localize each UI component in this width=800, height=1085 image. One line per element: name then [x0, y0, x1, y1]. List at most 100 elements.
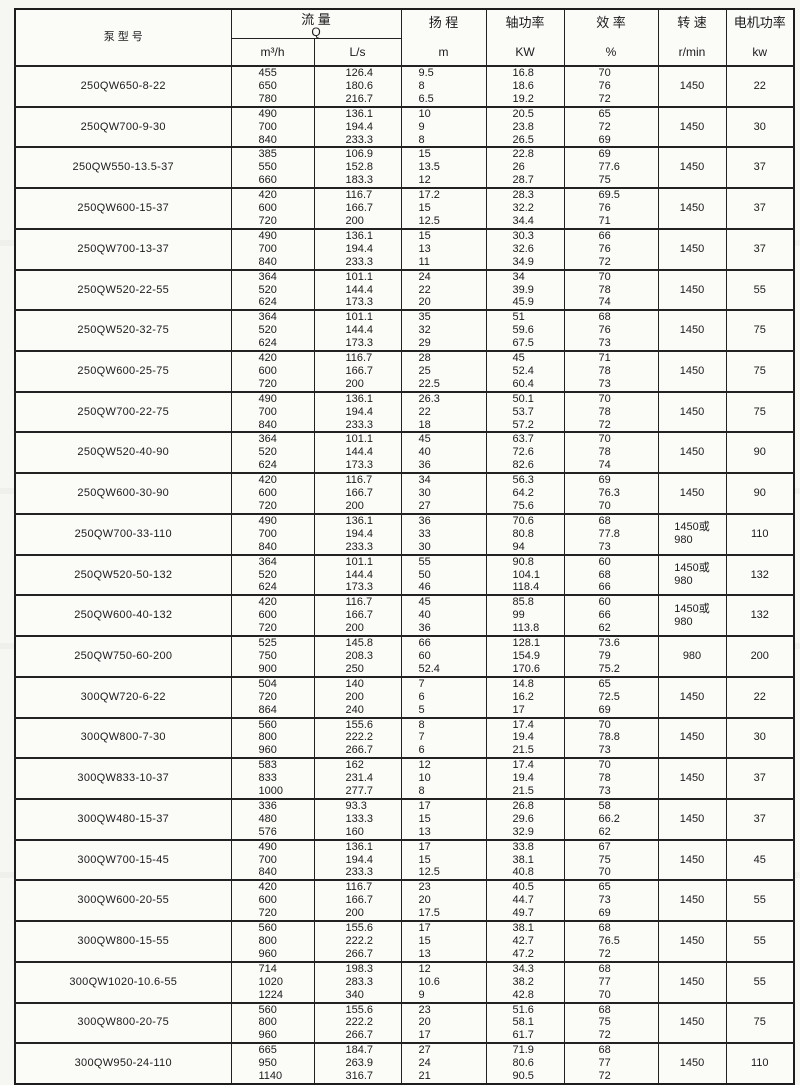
cell-head-m: 26.3 22 18: [400, 390, 487, 433]
table-row: 250QW520-40-90 364 520 624 101.1 144.4 173.3…: [14, 431, 795, 474]
cell-shaft-power-kw: 71.9 80.6 90.5: [485, 1042, 565, 1085]
cell-head-m: 15 13 11: [400, 227, 487, 271]
cell-pump-model: 250QW600-15-37: [14, 187, 232, 230]
cell-flow-ls: 126.4 180.6 216.7: [313, 65, 402, 108]
cell-head-m: 10 9 8: [400, 105, 487, 148]
cell-motor-power-kw: 75: [725, 350, 795, 393]
cell-head-m: 45 40 36: [400, 594, 487, 637]
cell-shaft-power-kw: 70.6 80.8 94: [485, 512, 565, 556]
cell-efficiency-pct: 70 78.8 73: [563, 716, 659, 759]
cell-speed-rpm: 1450: [657, 920, 727, 963]
cell-pump-model: 250QW520-32-75: [14, 309, 232, 352]
cell-pump-model: 250QW750-60-200: [14, 635, 232, 678]
cell-efficiency-pct: 67 75 70: [563, 838, 659, 881]
cell-flow-ls: 162 231.4 277.7: [313, 757, 402, 800]
cell-shaft-power-kw: 26.8 29.6 32.9: [485, 797, 565, 841]
cell-shaft-power-kw: 33.8 38.1 40.8: [485, 838, 565, 881]
cell-flow-ls: 136.1 194.4 233.3: [313, 512, 402, 556]
cell-pump-model: 300QW700-15-45: [14, 838, 232, 881]
cell-motor-power-kw: 90: [725, 472, 795, 515]
cell-flow-m3h: 665 950 1140: [230, 1042, 315, 1085]
cell-speed-rpm: 1450: [657, 675, 727, 718]
cell-head-m: 28 25 22.5: [400, 350, 487, 393]
cell-efficiency-pct: 70 78 72: [563, 390, 659, 433]
flow-title: 流 量: [301, 12, 331, 27]
cell-head-m: 12 10 8: [400, 757, 487, 800]
cell-flow-m3h: 560 800 960: [230, 1001, 315, 1044]
cell-speed-rpm: 1450: [657, 797, 727, 841]
cell-flow-m3h: 420 600 720: [230, 187, 315, 230]
cell-flow-m3h: 490 700 840: [230, 512, 315, 556]
cell-flow-m3h: 420 600 720: [230, 879, 315, 922]
cell-efficiency-pct: 68 76 73: [563, 309, 659, 352]
cell-pump-model: 250QW650-8-22: [14, 65, 232, 108]
cell-motor-power-kw: 200: [725, 635, 795, 678]
cell-speed-rpm: 1450: [657, 390, 727, 433]
shaft-unit: KW: [515, 45, 535, 59]
cell-shaft-power-kw: 34.3 38.2 42.8: [485, 960, 565, 1004]
cell-speed-rpm: 1450: [657, 960, 727, 1004]
cell-flow-ls: 93.3 133.3 160: [313, 797, 402, 841]
cell-motor-power-kw: 55: [725, 960, 795, 1004]
cell-motor-power-kw: 110: [725, 1042, 795, 1085]
cell-shaft-power-kw: 34 39.9 45.9: [485, 268, 565, 311]
cell-motor-power-kw: 37: [725, 227, 795, 271]
cell-efficiency-pct: 70 78 73: [563, 757, 659, 800]
table-row: 300QW950-24-110 665 950 1140 184.7 263.9 316…: [14, 1042, 795, 1085]
spec-table-body: 250QW650-8-22 455 650 780 126.4 180.6 216.7 …: [14, 65, 795, 1085]
table-row: 300QW833-10-37 583 833 1000 162 231.4 277.7 …: [14, 757, 795, 800]
pump-spec-table: 泵 型 号 流 量 Q 扬 程 m 轴功率 KW: [14, 8, 795, 1085]
cell-flow-m3h: 714 1020 1224: [230, 960, 315, 1004]
cell-shaft-power-kw: 28.3 32.2 34.4: [485, 187, 565, 230]
col-header-motor-power: 电机功率 kw: [725, 8, 795, 67]
cell-head-m: 35 32 29: [400, 309, 487, 352]
cell-flow-m3h: 420 600 720: [230, 472, 315, 515]
cell-shaft-power-kw: 22.8 26 28.7: [485, 146, 565, 189]
table-row: 250QW600-25-75 420 600 720 116.7 166.7 200 2…: [14, 350, 795, 393]
col-header-flow-ls: L/s: [313, 38, 402, 67]
cell-pump-model: 250QW520-50-132: [14, 553, 232, 596]
cell-flow-m3h: 490 700 840: [230, 105, 315, 148]
cell-efficiency-pct: 58 66.2 62: [563, 797, 659, 841]
cell-head-m: 55 50 46: [400, 553, 487, 596]
cell-motor-power-kw: 37: [725, 797, 795, 841]
cell-shaft-power-kw: 14.8 16.2 17: [485, 675, 565, 718]
cell-efficiency-pct: 71 78 73: [563, 350, 659, 393]
cell-pump-model: 300QW600-20-55: [14, 879, 232, 922]
cell-flow-m3h: 364 520 624: [230, 553, 315, 596]
cell-speed-rpm: 1450或 980: [657, 512, 727, 556]
cell-flow-m3h: 560 800 960: [230, 716, 315, 759]
cell-efficiency-pct: 66 76 72: [563, 227, 659, 271]
cell-flow-ls: 136.1 194.4 233.3: [313, 390, 402, 433]
cell-flow-ls: 116.7 166.7 200: [313, 472, 402, 515]
cell-motor-power-kw: 75: [725, 1001, 795, 1044]
cell-flow-m3h: 364 520 624: [230, 309, 315, 352]
cell-flow-ls: 116.7 166.7 200: [313, 594, 402, 637]
cell-flow-ls: 140 200 240: [313, 675, 402, 718]
cell-motor-power-kw: 132: [725, 553, 795, 596]
cell-speed-rpm: 1450: [657, 1001, 727, 1044]
head-unit: m: [438, 45, 449, 59]
cell-flow-m3h: 525 750 900: [230, 635, 315, 678]
cell-pump-model: 250QW700-22-75: [14, 390, 232, 433]
cell-flow-m3h: 336 480 576: [230, 797, 315, 841]
table-row: 250QW600-30-90 420 600 720 116.7 166.7 200 3…: [14, 472, 795, 515]
table-row: 250QW520-50-132 364 520 624 101.1 144.4 173.…: [14, 553, 795, 596]
cell-speed-rpm: 1450: [657, 65, 727, 108]
table-row: 250QW700-13-37 490 700 840 136.1 194.4 233.3…: [14, 227, 795, 271]
cell-motor-power-kw: 55: [725, 879, 795, 922]
cell-efficiency-pct: 65 72.5 69: [563, 675, 659, 718]
cell-head-m: 45 40 36: [400, 431, 487, 474]
cell-efficiency-pct: 70 78 74: [563, 268, 659, 311]
cell-motor-power-kw: 37: [725, 757, 795, 800]
cell-flow-ls: 101.1 144.4 173.3: [313, 309, 402, 352]
table-row: 250QW650-8-22 455 650 780 126.4 180.6 216.7 …: [14, 65, 795, 108]
cell-head-m: 24 22 20: [400, 268, 487, 311]
cell-pump-model: 250QW600-25-75: [14, 350, 232, 393]
table-row: 250QW700-9-30 490 700 840 136.1 194.4 233.3 …: [14, 105, 795, 148]
cell-flow-m3h: 504 720 864: [230, 675, 315, 718]
cell-speed-rpm: 1450: [657, 187, 727, 230]
pump-spec-sheet: 泵 型 号 流 量 Q 扬 程 m 轴功率 KW: [14, 8, 795, 1085]
cell-flow-m3h: 490 700 840: [230, 838, 315, 881]
cell-motor-power-kw: 55: [725, 920, 795, 963]
